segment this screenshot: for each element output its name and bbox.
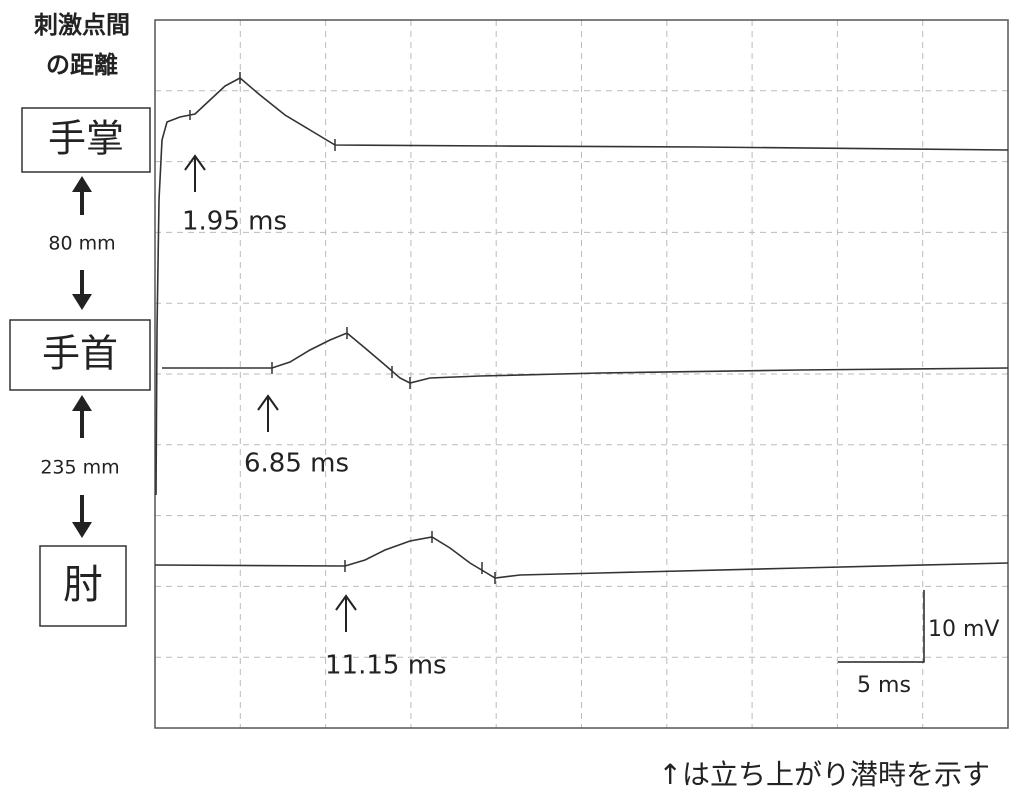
site-label: 手掌 <box>48 117 124 161</box>
scale-time: 5 ms <box>857 673 911 698</box>
latency-arrows <box>184 154 357 632</box>
waveforms <box>154 72 1009 584</box>
distance-label: 235 mm <box>40 457 119 479</box>
site-label: 手首 <box>42 332 118 376</box>
site-box <box>21 107 151 173</box>
distance-arrows <box>72 176 92 538</box>
footnote: ↑は立ち上がり潜時を示す <box>659 758 990 791</box>
latency-label: 11.15 ms <box>325 651 447 681</box>
title-line: の距離 <box>46 51 118 79</box>
site-box <box>39 545 127 627</box>
latency-label: 1.95 ms <box>182 207 287 237</box>
site-label: 肘 <box>63 562 103 608</box>
site-box <box>9 319 151 391</box>
title-line: 刺激点間 <box>34 11 130 39</box>
plot-frame <box>154 19 1009 729</box>
scale-amplitude: 10 mV <box>928 617 999 642</box>
latency-label: 6.85 ms <box>244 449 349 479</box>
scale-bar <box>838 590 925 663</box>
distance-label: 80 mm <box>48 233 115 255</box>
